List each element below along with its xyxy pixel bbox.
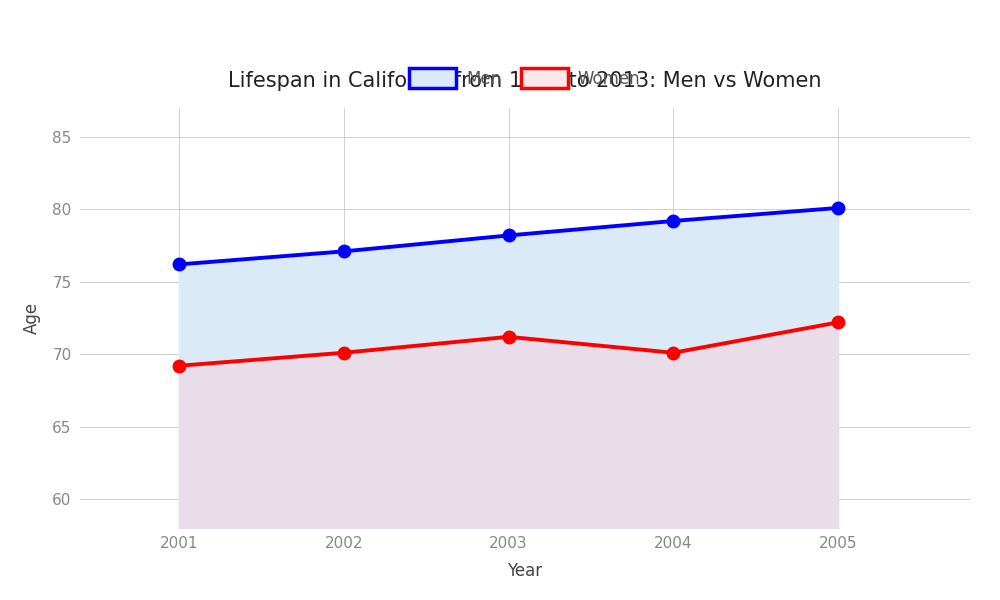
Line: Men: Men [173,202,844,270]
Women [667,349,679,356]
Women [503,333,515,340]
Title: Lifespan in California from 1974 to 2013: Men vs Women: Lifespan in California from 1974 to 2013… [228,71,822,91]
Women [338,349,350,356]
Men [832,205,844,212]
Y-axis label: Age: Age [23,302,41,334]
Men [338,248,350,255]
Men [173,261,185,268]
Women [173,362,185,370]
Legend: Men, Women: Men, Women [403,62,647,94]
Line: Women: Women [173,317,844,371]
X-axis label: Year: Year [507,562,543,580]
Women [832,319,844,326]
Men [667,217,679,224]
Men [503,232,515,239]
